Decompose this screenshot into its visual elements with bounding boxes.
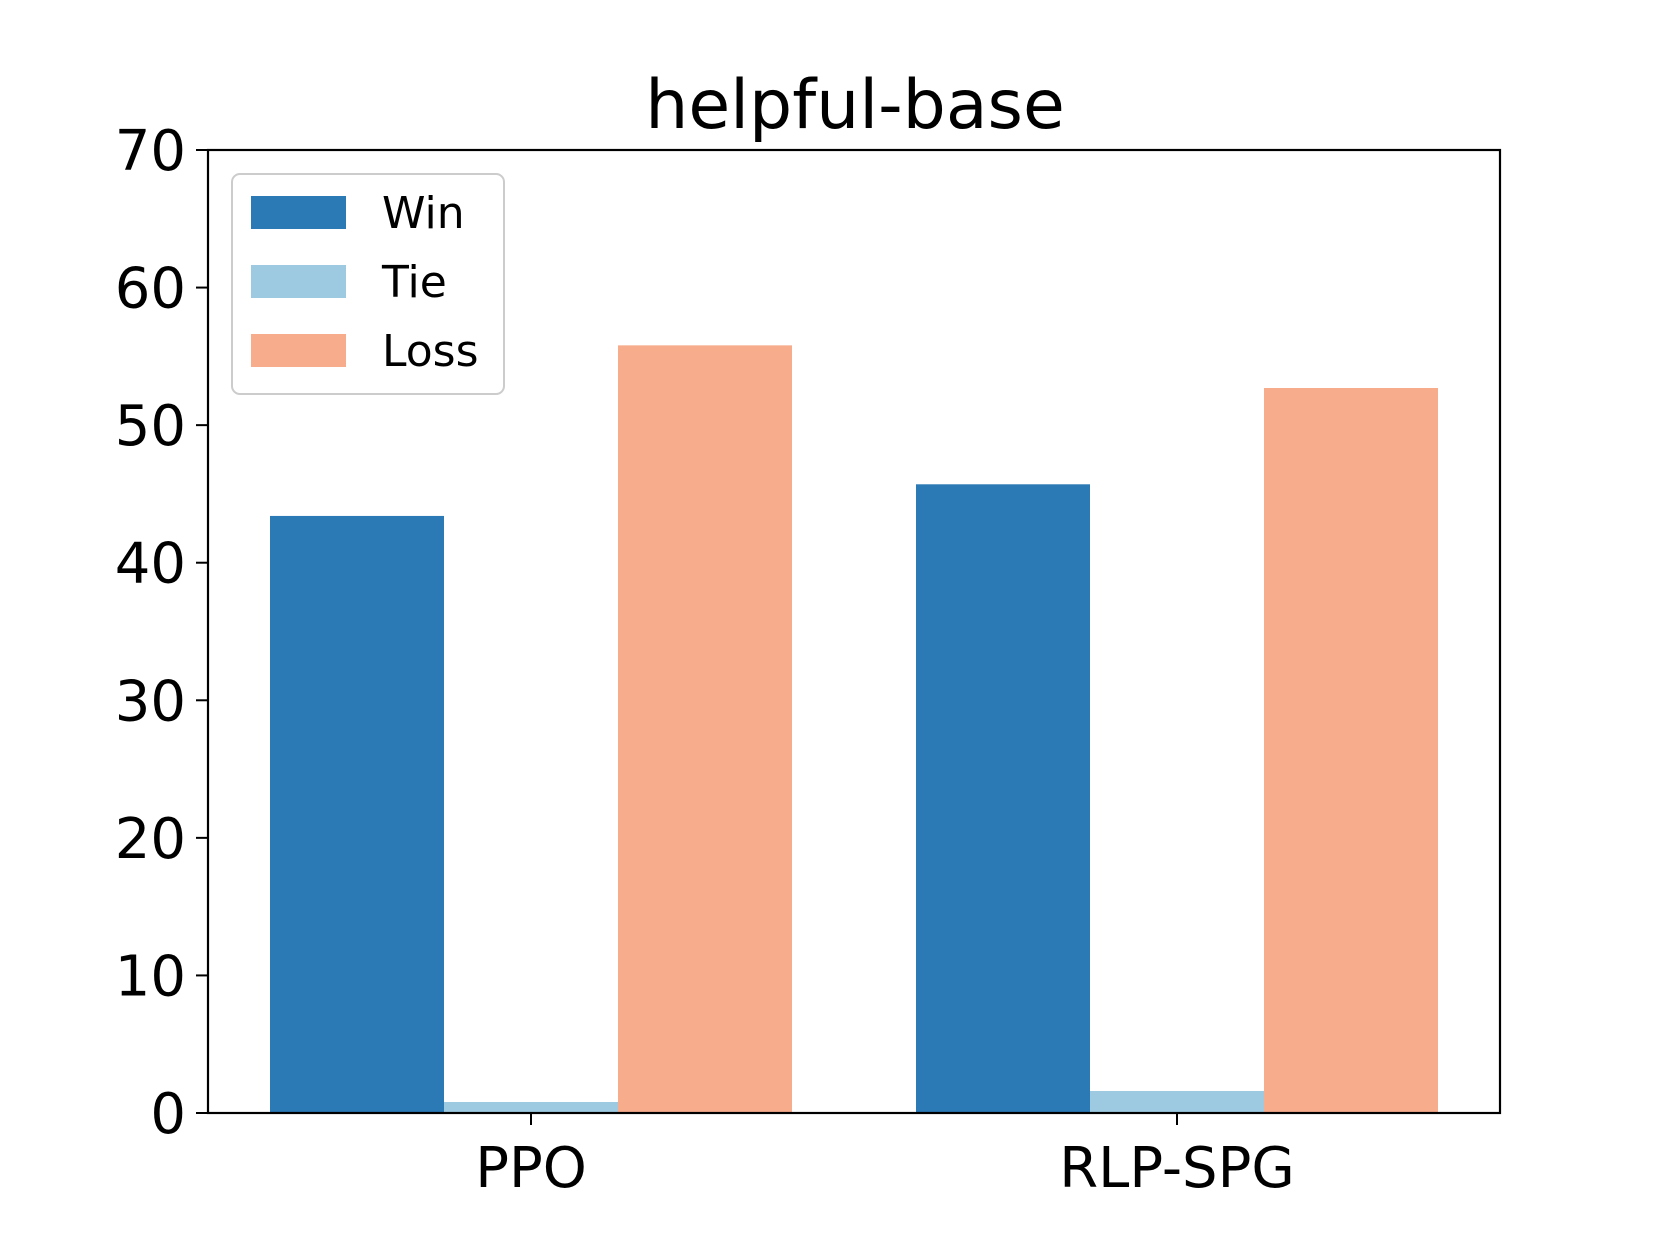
- chart-title: helpful-base: [645, 66, 1065, 145]
- bar-loss-ppo: [618, 345, 792, 1113]
- y-tick-label: 40: [115, 532, 186, 597]
- y-tick-label: 10: [115, 944, 186, 1009]
- y-tick-label: 0: [150, 1082, 186, 1147]
- legend: Win Tie Loss: [231, 173, 505, 395]
- y-tick-label: 20: [115, 807, 186, 872]
- axes-layer: 0 10 20 30 40 50 60 70 PPO RLP-SPG: [115, 119, 1502, 1201]
- bars-layer: [270, 345, 1438, 1114]
- legend-label-loss: Loss: [382, 326, 479, 377]
- y-tick-label: 60: [115, 257, 186, 322]
- legend-swatch-loss: [251, 334, 346, 367]
- bar-loss-rlp-spg: [1264, 387, 1438, 1114]
- legend-swatch-tie: [251, 265, 346, 298]
- bar-tie-rlp-spg: [1090, 1090, 1264, 1113]
- y-tick-label: 30: [115, 669, 186, 734]
- legend-label-tie: Tie: [381, 257, 447, 308]
- y-tick-label: 70: [115, 119, 186, 184]
- x-tick-label: PPO: [475, 1136, 587, 1201]
- bar-win-rlp-spg: [916, 484, 1090, 1113]
- plot-frame: [206, 148, 1502, 1115]
- legend-swatch-win: [251, 196, 346, 229]
- legend-label-win: Win: [382, 188, 465, 239]
- y-tick-label: 50: [115, 394, 186, 459]
- bar-tie-ppo: [444, 1101, 618, 1113]
- x-tick-label: RLP-SPG: [1059, 1136, 1295, 1201]
- bar-win-ppo: [270, 515, 444, 1113]
